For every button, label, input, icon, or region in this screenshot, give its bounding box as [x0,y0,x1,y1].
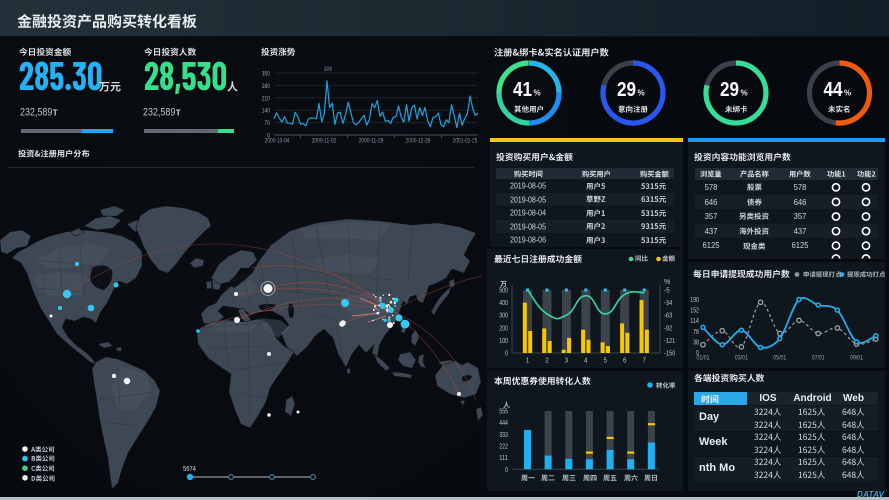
svg-text:29: 29 [720,79,739,101]
svg-text:3: 3 [565,358,569,365]
svg-text:2: 2 [545,358,549,365]
svg-text:140: 140 [262,108,270,115]
svg-text:2019-08-06: 2019-08-06 [510,236,546,245]
svg-text:210: 210 [262,95,270,102]
svg-text:0: 0 [696,350,699,357]
svg-text:232,589: 232,589 [143,107,175,119]
svg-text:%: % [741,89,748,98]
svg-text:44: 44 [824,79,844,101]
svg-text:-92: -92 [664,325,672,332]
svg-text:2000-10-04: 2000-10-04 [265,138,290,145]
svg-text:03/01: 03/01 [735,355,748,362]
svg-text:01/01: 01/01 [697,355,710,362]
svg-text:437: 437 [705,226,718,236]
svg-text:555: 555 [499,409,508,416]
svg-text:-121: -121 [664,338,675,345]
svg-text:280: 280 [262,83,270,90]
svg-text:646: 646 [794,197,807,207]
svg-text:100: 100 [499,338,508,345]
svg-text:70: 70 [265,120,271,127]
svg-text:646: 646 [705,197,718,207]
svg-text:232,589: 232,589 [20,107,52,119]
svg-text:4: 4 [584,358,588,365]
svg-text:400: 400 [499,300,508,307]
svg-text:357: 357 [794,211,807,221]
svg-text:09/01: 09/01 [850,355,863,362]
svg-text:%: % [844,89,851,98]
svg-text:114: 114 [690,318,699,325]
svg-text:300: 300 [499,313,508,320]
svg-text:2019-08-04: 2019-08-04 [510,209,546,218]
svg-text:2000-11-29: 2000-11-29 [359,138,384,145]
svg-text:6125: 6125 [703,240,720,250]
svg-text:357: 357 [705,211,718,221]
svg-text:2000-12-28: 2000-12-28 [406,138,431,145]
svg-text:0: 0 [505,351,508,358]
svg-text:T: T [176,109,181,118]
svg-text:437: 437 [794,226,807,236]
svg-text:-63: -63 [664,313,672,320]
svg-text:200: 200 [499,325,508,332]
svg-text:07/01: 07/01 [812,355,825,362]
svg-text:2001-01-25: 2001-01-25 [453,138,478,145]
svg-text:2000-11-02: 2000-11-02 [312,138,337,145]
svg-text:350: 350 [262,71,270,78]
svg-text:%: % [534,89,541,98]
svg-text:152: 152 [690,308,699,315]
svg-text:1: 1 [526,358,530,365]
svg-text:-34: -34 [664,300,672,307]
svg-text:T: T [53,109,58,118]
svg-text:5674: 5674 [183,466,196,473]
svg-text:2019-08-05: 2019-08-05 [510,195,546,204]
svg-text:2019-08-05: 2019-08-05 [510,182,546,191]
svg-text:190: 190 [690,297,699,304]
svg-text:29: 29 [617,79,636,101]
svg-text:2019-08-05: 2019-08-05 [510,222,546,231]
svg-text:578: 578 [794,182,807,192]
svg-text:5: 5 [604,358,608,365]
svg-text:0: 0 [267,133,270,140]
svg-text:333: 333 [499,432,508,439]
svg-text:6125: 6125 [792,240,809,250]
svg-text:76: 76 [693,329,699,336]
svg-text:05/01: 05/01 [773,355,786,362]
svg-text:-5: -5 [664,288,670,295]
svg-text:222: 222 [499,444,508,451]
svg-text:41: 41 [513,79,532,101]
svg-text:0: 0 [505,467,508,474]
svg-text:6: 6 [623,358,627,365]
svg-text:306: 306 [324,66,332,73]
svg-text:111: 111 [499,455,508,462]
svg-text:-150: -150 [664,351,675,358]
svg-text:578: 578 [705,182,718,192]
svg-text:%: % [638,89,645,98]
svg-text:444: 444 [499,420,508,427]
svg-text:38: 38 [693,339,699,346]
svg-text:7: 7 [642,358,646,365]
svg-text:500: 500 [499,288,508,295]
